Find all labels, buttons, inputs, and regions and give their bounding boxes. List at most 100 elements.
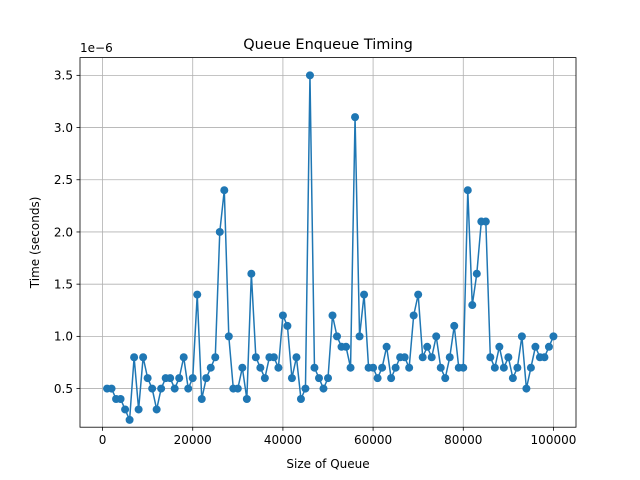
data-point (314, 374, 323, 383)
data-point (319, 384, 328, 393)
data-point (310, 363, 319, 372)
data-point (351, 113, 360, 122)
data-point (432, 332, 441, 341)
x-tick-label: 80000 (444, 433, 482, 447)
data-point (197, 395, 206, 404)
data-point (499, 363, 508, 372)
data-point (233, 384, 242, 393)
grid (80, 57, 576, 428)
ticks: 0 20000 40000 60000 80000 100000 0.5 1.0 1.5 2.0 2… (54, 69, 576, 448)
data-point (193, 290, 202, 299)
data-point (301, 384, 310, 393)
data-point (224, 332, 233, 341)
y-tick-label: 3.0 (54, 121, 73, 135)
data-point (292, 353, 301, 362)
y-tick-label: 1.5 (54, 277, 73, 291)
data-point (355, 332, 364, 341)
data-point (531, 342, 540, 351)
data-point (517, 332, 526, 341)
series-line (107, 74, 555, 421)
data-point (436, 363, 445, 372)
y-tick-label: 0.5 (54, 382, 73, 396)
data-point (148, 384, 157, 393)
data-point (540, 353, 549, 362)
data-point (508, 374, 517, 383)
data-point (522, 384, 531, 393)
data-point (125, 415, 134, 424)
data-point (441, 374, 450, 383)
data-point (342, 342, 351, 351)
data-point (481, 217, 490, 226)
axes-frame (79, 57, 577, 428)
data-point (346, 363, 355, 372)
data-point (382, 342, 391, 351)
data-point (305, 71, 314, 80)
data-point (468, 301, 477, 310)
y-axis-label: Time (seconds) (28, 197, 42, 290)
data-point (463, 186, 472, 195)
data-point (400, 353, 409, 362)
data-point (179, 353, 188, 362)
data-point (427, 353, 436, 362)
data-point (405, 363, 414, 372)
data-point (269, 353, 278, 362)
data-point (116, 395, 125, 404)
data-point (206, 363, 215, 372)
data-point (423, 342, 432, 351)
data-point (175, 374, 184, 383)
data-point (188, 374, 197, 383)
data-point (283, 321, 292, 330)
x-tick-label: 0 (99, 433, 107, 447)
data-point (333, 332, 342, 341)
data-point (139, 353, 148, 362)
data-point (495, 342, 504, 351)
data-point (409, 311, 418, 320)
y-tick-label: 2.0 (54, 225, 73, 239)
data-point (504, 353, 513, 362)
x-axis-label: Size of Queue (286, 457, 369, 471)
data-point (544, 342, 553, 351)
plot-area (103, 71, 558, 424)
data-point (391, 363, 400, 372)
data-point (152, 405, 161, 414)
data-point (143, 374, 152, 383)
data-point (170, 384, 179, 393)
data-point (486, 353, 495, 362)
data-point (459, 363, 468, 372)
y-offset-text: 1e−6 (80, 41, 113, 55)
data-point (157, 384, 166, 393)
data-point (220, 186, 229, 195)
y-tick-label: 3.5 (54, 69, 73, 83)
data-point (526, 363, 535, 372)
data-point (274, 363, 283, 372)
data-point (373, 374, 382, 383)
data-point (278, 311, 287, 320)
data-point (445, 353, 454, 362)
data-point (202, 374, 211, 383)
data-point (378, 363, 387, 372)
data-point (107, 384, 116, 393)
data-point (211, 353, 220, 362)
x-tick-label: 20000 (174, 433, 212, 447)
data-point (256, 363, 265, 372)
y-tick-label: 1.0 (54, 330, 73, 344)
data-point (450, 321, 459, 330)
data-point (414, 290, 423, 299)
data-point (296, 395, 305, 404)
data-point (490, 363, 499, 372)
data-point (215, 227, 224, 236)
data-point (130, 353, 139, 362)
x-tick-label: 40000 (264, 433, 302, 447)
data-point (387, 374, 396, 383)
y-tick-label: 2.5 (54, 173, 73, 187)
data-point (369, 363, 378, 372)
data-point (260, 374, 269, 383)
data-point (242, 395, 251, 404)
data-point (251, 353, 260, 362)
data-point (360, 290, 369, 299)
data-point (418, 353, 427, 362)
data-point (513, 363, 522, 372)
data-point (184, 384, 193, 393)
data-point (166, 374, 175, 383)
